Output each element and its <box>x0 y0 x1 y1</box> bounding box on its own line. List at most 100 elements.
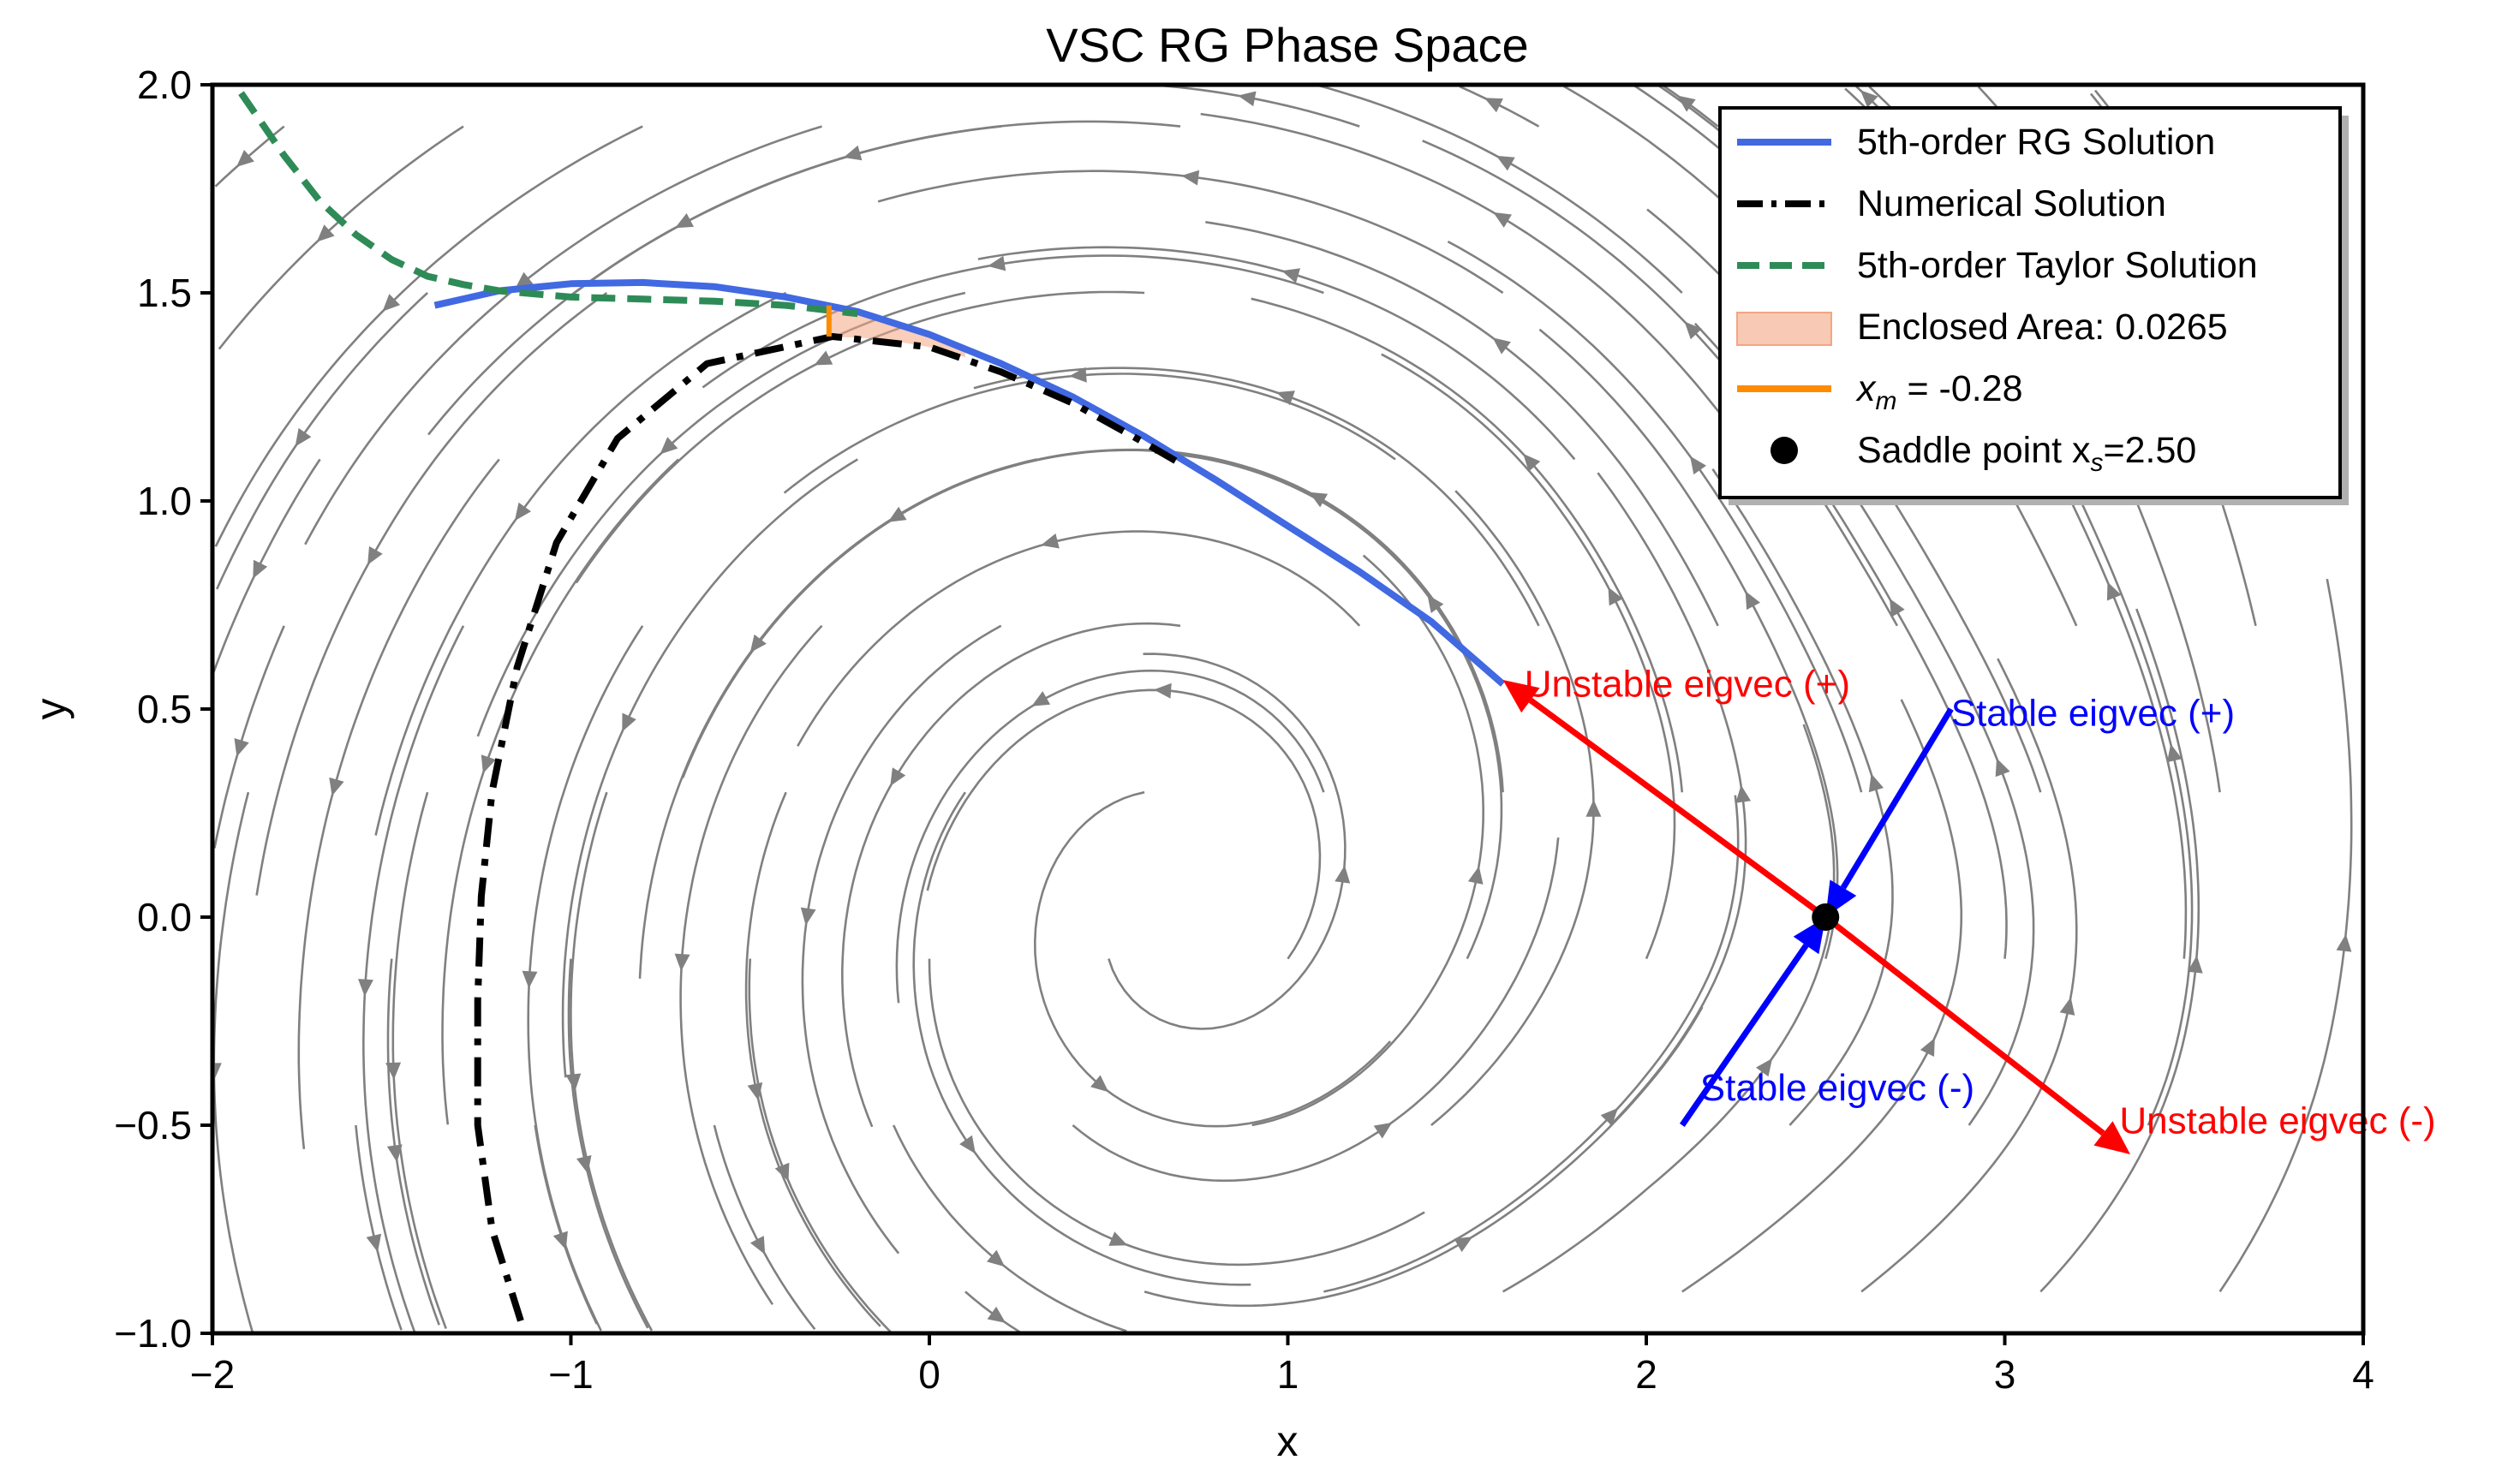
streamline <box>391 791 447 1330</box>
streamline <box>1072 837 1560 1183</box>
x-axis-ticks: −2 −1 0 1 2 3 4 <box>190 1333 2374 1397</box>
streamline-arrow <box>366 1233 382 1253</box>
stable-eigvec-minus-shaft <box>1679 943 1809 1127</box>
unstable-eigvec-minus-head <box>2093 1121 2130 1154</box>
streamline-arrow <box>1677 95 1696 112</box>
x-tick-label: −1 <box>548 1352 593 1397</box>
streamline-arrow <box>747 1082 763 1101</box>
streamline-arrow <box>234 738 249 757</box>
streamline-arrow <box>1373 1122 1393 1139</box>
streamline-arrow <box>890 767 906 786</box>
streamline <box>212 458 321 676</box>
streamline-arrow <box>2167 743 2183 763</box>
unstable-eigvec-minus-shaft <box>1824 915 2105 1136</box>
stable-eigvec-plus-shaft <box>1840 707 1954 890</box>
streamline-arrow <box>1890 598 1905 617</box>
streamline-arrow <box>814 350 833 366</box>
streamline <box>1447 240 1863 793</box>
streamline <box>1200 112 1755 461</box>
x-tick-label: 1 <box>1277 1352 1299 1397</box>
streamline <box>1008 448 1504 793</box>
streamline <box>840 622 1181 1128</box>
streamline-arrow <box>329 777 344 796</box>
streamline-arrow <box>843 145 863 161</box>
streamline <box>427 125 1001 436</box>
streamline <box>1459 86 1540 128</box>
streamline <box>638 458 1037 979</box>
streamline-arrow <box>253 559 268 579</box>
streamline-arrow <box>959 1135 976 1154</box>
streamline-arrow <box>1276 390 1295 406</box>
streamline-arrow <box>987 1249 1006 1267</box>
streamline <box>877 170 1504 295</box>
legend: 5th-order RG Solution Numerical Solution… <box>1718 106 2349 505</box>
legend-label-rg: 5th-order RG Solution <box>1857 122 2215 163</box>
streamline-arrow <box>1868 773 1884 793</box>
x-tick-label: 4 <box>2352 1352 2374 1397</box>
streamline <box>534 1124 598 1325</box>
y-tick-label: 0.0 <box>137 895 192 939</box>
streamline-arrow <box>1335 865 1351 884</box>
streamline-arrow <box>1090 1075 1109 1093</box>
unstable-eigvec-plus-label: Unstable eigvec (+) <box>1525 663 1850 705</box>
streamline-arrow <box>295 427 312 447</box>
streamline <box>1158 85 1360 128</box>
streamline-arrow <box>236 150 254 167</box>
streamline-arrow <box>988 255 1006 271</box>
y-axis-label: y <box>27 699 75 720</box>
streamline-arrow <box>1860 90 1878 108</box>
streamline-arrow <box>385 1062 402 1080</box>
streamline-arrow <box>1684 321 1702 340</box>
legend-label-area: Enclosed Area: 0.0265 <box>1857 307 2228 348</box>
unstable-eigvec-plus-shaft <box>1528 697 1828 920</box>
streamline-arrow <box>887 506 907 522</box>
streamline <box>783 372 1396 494</box>
streamline <box>564 120 1181 301</box>
y-tick-label: 2.0 <box>137 63 192 107</box>
series-layer <box>238 91 1506 1322</box>
streamline <box>567 958 649 1329</box>
streamline-arrow <box>212 1063 222 1081</box>
legend-label-xm: xm = -0.28 <box>1855 368 2023 415</box>
streamline <box>797 530 1361 747</box>
y-tick-label: −1.0 <box>114 1311 192 1356</box>
streamline-arrow <box>316 224 335 242</box>
streamline-arrow <box>2059 997 2075 1016</box>
streamline-arrow <box>1108 1231 1128 1246</box>
streamline-arrow <box>1608 587 1623 606</box>
streamline <box>748 958 893 1333</box>
legend-handle-saddle <box>1770 437 1798 464</box>
streamline <box>213 625 285 849</box>
streamline <box>928 958 1425 1266</box>
streamline <box>1318 85 1683 294</box>
streamline <box>527 625 644 1332</box>
streamline <box>893 1124 1127 1332</box>
streamline-arrow <box>1281 268 1300 283</box>
streamline-arrow <box>1309 492 1329 508</box>
streamline-arrow <box>1492 337 1511 355</box>
streamline-arrow <box>1154 682 1172 699</box>
x-tick-label: 0 <box>918 1352 940 1397</box>
x-tick-label: 2 <box>1635 1352 1657 1397</box>
streamline-arrow <box>1585 799 1602 817</box>
streamline-arrow <box>660 437 678 455</box>
streamline <box>212 791 254 1333</box>
streamline-arrow <box>1690 456 1706 475</box>
streamline-arrow <box>1041 533 1060 549</box>
streamline-arrow <box>367 545 383 565</box>
streamline <box>1597 472 1747 1126</box>
legend-box <box>1718 106 2342 499</box>
streamline <box>1154 451 1503 960</box>
streamline <box>561 458 858 1078</box>
streamline-arrow <box>1920 1038 1935 1057</box>
streamline-arrow <box>1523 453 1541 472</box>
streamline-arrow <box>386 1144 403 1163</box>
streamline-arrow <box>2336 933 2352 952</box>
streamline-arrow <box>749 1236 766 1255</box>
streamline <box>977 246 1576 461</box>
streamline-arrow <box>2187 955 2203 974</box>
unstable-eigvec-plus-head <box>1502 680 1540 713</box>
streamline <box>926 688 1322 960</box>
streamline-arrow <box>382 294 401 312</box>
streamline <box>1323 795 1740 1293</box>
